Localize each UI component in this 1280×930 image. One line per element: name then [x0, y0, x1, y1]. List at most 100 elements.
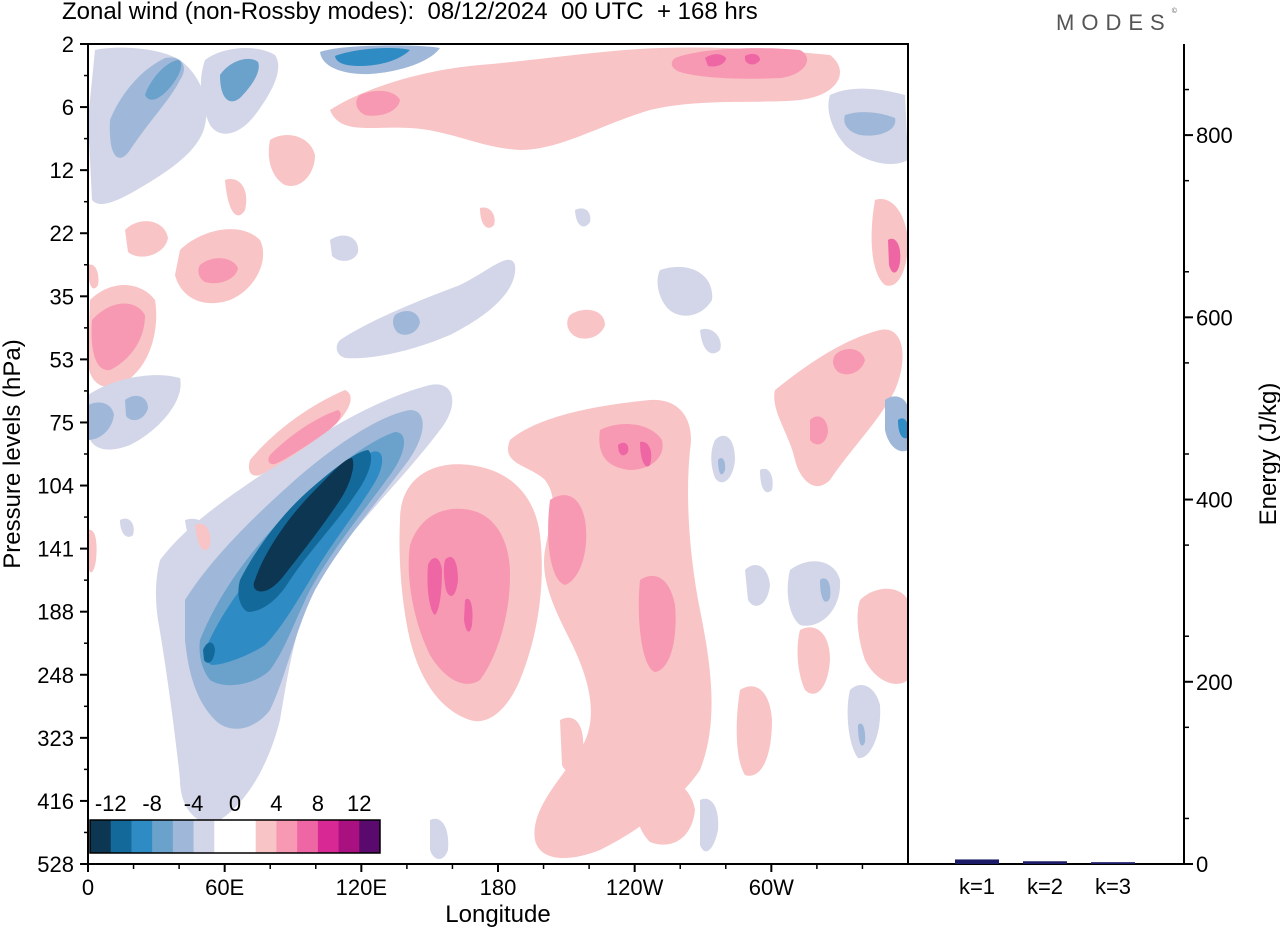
colorbar-swatch — [359, 820, 381, 853]
colorbar: -12 -8 -4 0 4 8 12 — [89, 791, 381, 854]
negative-contour-upper-left-inner — [145, 60, 182, 100]
energy-y-tick-label: 600 — [1196, 305, 1233, 330]
energy-x-axis: k=1 k=2 k=3 — [959, 874, 1131, 899]
positive-contour-right-band-inner — [618, 441, 652, 467]
energy-x-tick-label: k=1 — [959, 874, 995, 899]
energy-y-axis: 0 200 400 600 800 — [1184, 88, 1233, 877]
energy-y-tick-label: 400 — [1196, 488, 1233, 513]
energy-bars — [955, 859, 1135, 864]
negative-contour-far-right-75 — [885, 396, 908, 452]
y-tick-label: 248 — [37, 663, 74, 688]
negative-contour-mid-band — [336, 259, 516, 359]
heatmap-y-label: Pressure levels (hPa) — [0, 339, 26, 568]
colorbar-swatch — [214, 820, 236, 853]
y-tick-label: 104 — [37, 474, 74, 499]
zonal-wind-field — [88, 44, 908, 864]
y-tick-label: 22 — [50, 221, 74, 246]
x-tick-label: 120E — [336, 875, 387, 900]
negative-contour-left-75-core — [88, 395, 148, 440]
heatmap-x-label: Longitude — [445, 901, 550, 928]
logo-text: MODES — [1056, 10, 1172, 35]
energy-x-tick-label: k=3 — [1095, 874, 1131, 899]
negative-contour-scatter-1 — [711, 435, 735, 483]
positive-contour-central-2 — [408, 508, 510, 684]
positive-contour-left-mid-core — [91, 303, 145, 371]
energy-y-tick-label: 800 — [1196, 123, 1233, 148]
negative-contour-scatter-1-core — [718, 458, 726, 475]
x-tick-label: 180 — [480, 875, 517, 900]
energy-bar — [955, 859, 999, 864]
positive-contour-right-band-core — [548, 424, 676, 672]
colorbar-swatch — [235, 820, 257, 853]
negative-contour-scatter-3-core — [858, 723, 866, 746]
y-tick-label: 2 — [62, 32, 74, 57]
colorbar-label: 12 — [347, 791, 371, 816]
x-tick-label: 60W — [749, 875, 794, 900]
y-tick-label: 53 — [50, 347, 74, 372]
colorbar-label: -12 — [95, 791, 127, 816]
colorbar-swatch — [338, 820, 360, 853]
logo-mark: © — [1171, 8, 1177, 15]
y-tick-label: 141 — [37, 537, 74, 562]
positive-contour-jet-upper-core — [268, 410, 341, 465]
y-tick-label: 188 — [37, 600, 74, 625]
y-tick-label: 323 — [37, 726, 74, 751]
colorbar-swatch — [276, 820, 298, 853]
y-tick-label: 12 — [50, 158, 74, 183]
positive-contour-far-right-upper-core — [888, 238, 901, 273]
negative-contour-far-right-top-core — [844, 112, 896, 136]
x-tick-label: 0 — [82, 875, 94, 900]
colorbar-label: -4 — [184, 791, 204, 816]
negative-contour-scatter-2 — [745, 561, 841, 626]
positive-contour-central-core — [427, 556, 473, 632]
y-tick-label: 416 — [37, 789, 74, 814]
colorbar-swatch — [131, 820, 153, 853]
heatmap-y-axis: 2 6 12 22 35 53 75 104 141 188 248 323 416 528 — [37, 32, 88, 877]
positive-contour-upper-right-core — [671, 48, 808, 79]
energy-y-label: Energy (J/kg) — [1255, 383, 1280, 526]
energy-y-tick-label: 200 — [1196, 670, 1233, 695]
energy-bar — [1091, 862, 1135, 864]
colorbar-swatch — [317, 820, 339, 853]
positive-contour-upper-mid — [356, 90, 400, 116]
colorbar-label: 4 — [270, 791, 282, 816]
colorbar-swatch — [255, 820, 277, 853]
positive-contour-upper-left-blob — [125, 221, 264, 304]
positive-contour-far-right-mid — [774, 329, 903, 487]
negative-contour-far-right-75-core — [898, 418, 908, 439]
colorbar-swatch — [172, 820, 194, 853]
heatmap-x-axis: 0 60E 120E 180 120W 60W — [82, 864, 864, 900]
energy-x-tick-label: k=2 — [1027, 874, 1063, 899]
negative-contour-upper-2-core — [220, 58, 259, 102]
colorbar-swatch — [152, 820, 174, 853]
negative-contour-scatter-2-core — [820, 578, 831, 602]
positive-contour-scatter-2 — [560, 627, 830, 776]
positive-contour-upper-left-blob-core — [198, 258, 238, 284]
energy-y-tick-label: 0 — [1196, 852, 1208, 877]
negative-contour-main-jet-core — [253, 458, 354, 592]
negative-contour-top-center-core — [335, 48, 410, 66]
colorbar-label: 8 — [312, 791, 324, 816]
colorbar-label: 0 — [229, 791, 241, 816]
colorbar-swatch — [110, 820, 132, 853]
y-tick-label: 6 — [62, 95, 74, 120]
modes-logo: MODES© — [1056, 8, 1177, 36]
colorbar-swatch — [193, 820, 215, 853]
y-tick-label: 75 — [50, 410, 74, 435]
positive-contour-upper-right-inner — [705, 53, 760, 67]
positive-contour-far-right-mid-core — [810, 348, 865, 445]
colorbar-frame — [89, 819, 381, 854]
y-tick-label: 528 — [37, 852, 74, 877]
colorbar-label: -8 — [142, 791, 162, 816]
x-tick-label: 120W — [606, 875, 664, 900]
y-tick-label: 35 — [50, 284, 74, 309]
negative-contour-mid-band-core — [392, 310, 420, 335]
colorbar-swatch — [90, 820, 112, 853]
negative-contour-lower-core — [203, 642, 215, 663]
x-tick-label: 60E — [205, 875, 244, 900]
positive-contour-far-right-lower — [857, 588, 908, 684]
colorbar-swatch — [297, 820, 319, 853]
chart-title: Zonal wind (non-Rossby modes): 08/12/202… — [62, 0, 758, 25]
energy-bar — [1023, 861, 1067, 864]
